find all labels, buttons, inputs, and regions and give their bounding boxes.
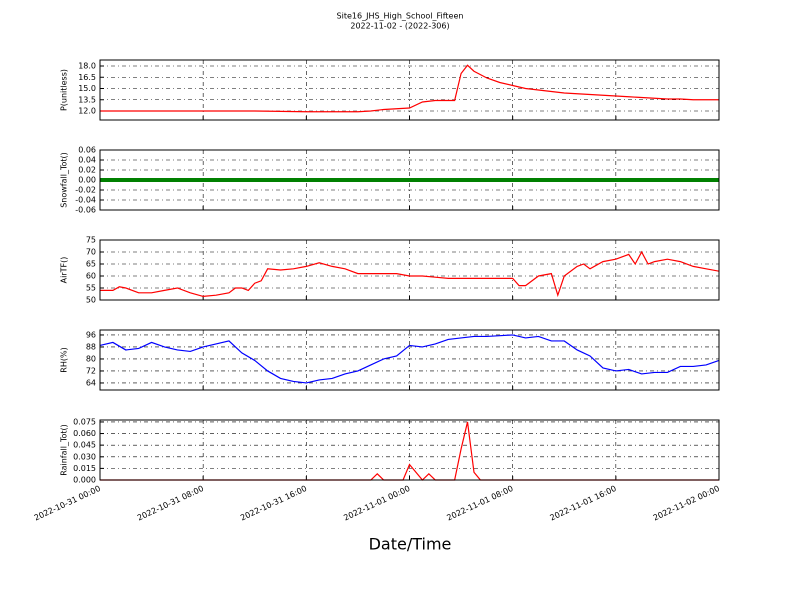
y-tick-label: 55 [86,284,96,293]
y-tick-label: -0.02 [75,186,96,195]
x-tick-label: 2022-10-31 16:00 [239,484,308,523]
y-tick-label: 0.04 [78,156,96,165]
y-tick-label: 0.000 [73,476,96,485]
data-line [99,334,720,384]
y-tick-label: -0.06 [75,206,96,215]
y-axis-label: P(unitless) [60,69,69,111]
y-tick-label: 64 [86,378,96,387]
data-line [100,64,719,113]
plot-frame [99,419,720,481]
y-tick-label: 0.075 [73,417,96,426]
x-tick-label: 2022-11-01 16:00 [549,484,618,523]
y-tick-label: 0.02 [78,166,96,175]
chart-title: Site16_JHS_High_School_Fifteen [337,12,464,21]
y-tick-label: 0.045 [73,441,96,450]
y-tick-label: 0.00 [78,176,96,185]
y-axis-label: Rainfall_Tot() [60,424,69,476]
y-tick-label: 88 [86,342,96,351]
y-axis-label: Snowfall_Tot() [60,152,69,208]
y-tick-label: 65 [86,260,96,269]
y-tick-label: 75 [86,236,96,245]
x-tick-label: 2022-10-31 00:00 [33,484,102,523]
y-axis-label: AirTF() [60,257,69,284]
y-tick-label: 0.06 [78,146,96,155]
data-line [100,421,719,481]
y-tick-label: 96 [86,330,96,339]
chart-subtitle: 2022-11-02 - (2022-306) [350,22,449,31]
y-tick-label: -0.04 [75,196,96,205]
y-tick-label: 15.0 [78,84,96,93]
y-tick-label: 0.030 [73,452,96,461]
y-tick-label: 13.5 [78,95,96,104]
plot-frame [99,239,720,301]
y-tick-label: 70 [86,248,96,257]
x-tick-label: 2022-11-01 00:00 [342,484,411,523]
y-tick-label: 60 [86,272,96,281]
plot-frame [99,329,720,391]
y-tick-label: 50 [86,296,96,305]
plot-frame [99,59,720,121]
y-tick-label: 0.015 [73,464,96,473]
x-tick-label: 2022-11-01 08:00 [445,484,514,523]
x-axis-label: Date/Time [369,535,452,554]
data-line [100,250,720,298]
x-tick-label: 2022-10-31 08:00 [136,484,205,523]
x-tick-label: 2022-11-02 00:00 [652,484,721,523]
y-tick-label: 0.060 [73,429,96,438]
y-tick-label: 80 [86,354,96,363]
y-tick-label: 12.0 [78,107,96,116]
y-tick-label: 72 [86,366,96,375]
plot-frame [99,149,720,211]
y-axis-label: RH(%) [60,347,69,372]
y-tick-label: 18.0 [78,62,96,71]
y-tick-label: 16.5 [78,73,96,82]
